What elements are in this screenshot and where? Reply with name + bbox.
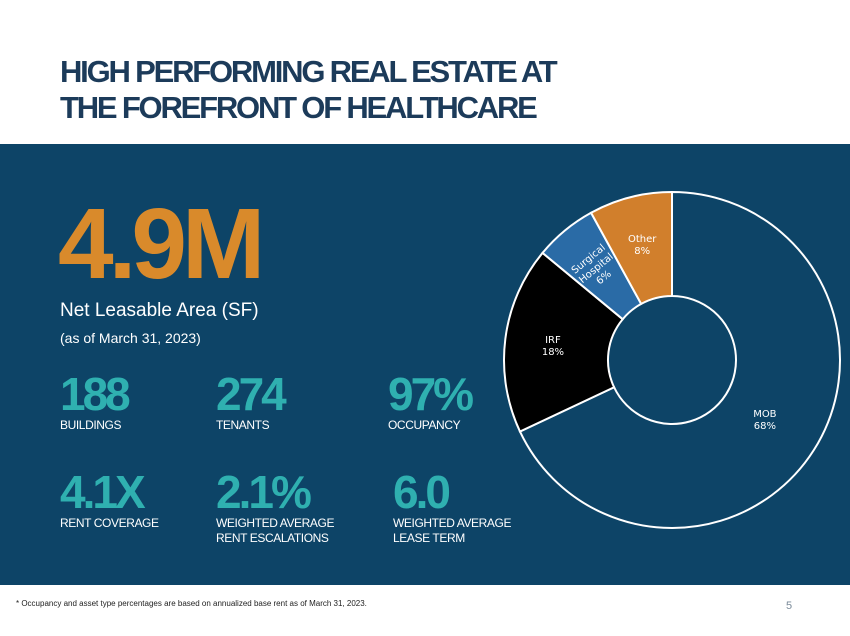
- stat-label: OCCUPANCY: [388, 418, 461, 432]
- slice-mob: [518, 190, 841, 529]
- footnote: * Occupancy and asset type percentages a…: [16, 599, 367, 608]
- slice-other: [589, 190, 673, 306]
- page-title: HIGH PERFORMING REAL ESTATE AT THE FOREF…: [60, 54, 558, 126]
- stat-value: 4.1X: [60, 466, 146, 518]
- stat-label: TENANTS: [216, 418, 270, 432]
- stat-value: 274: [216, 368, 287, 420]
- stat-value: 2.1%: [216, 466, 312, 518]
- stat-rent-coverage: 4.1X RENT COVERAGE: [60, 468, 159, 531]
- slice-label-other: Other 8%: [628, 234, 657, 257]
- stat-label: WEIGHTED AVERAGE LEASE TERM: [393, 516, 512, 545]
- stat-label: BUILDINGS: [60, 418, 122, 432]
- stat-label: WEIGHTED AVERAGE RENT ESCALATIONS: [216, 516, 335, 545]
- stat-value: 97%: [388, 368, 474, 420]
- slice-label-irf: IRF 18%: [542, 335, 564, 358]
- page-number: 5: [786, 600, 793, 612]
- stat-label: RENT COVERAGE: [60, 516, 159, 530]
- slice-irf: [503, 251, 625, 433]
- stat-value: 188: [60, 368, 131, 420]
- headline-as-of: (as of March 31, 2023): [60, 330, 201, 346]
- stat-tenants: 274 TENANTS: [216, 368, 287, 433]
- title-line-1: HIGH PERFORMING REAL ESTATE AT: [60, 54, 558, 89]
- stat-value: 6.0: [393, 466, 451, 518]
- title-line-2: THE FOREFRONT OF HEALTHCARE: [60, 90, 538, 125]
- stat-buildings: 188 BUILDINGS: [60, 368, 131, 433]
- headline-value: 4.9M: [58, 188, 265, 300]
- stat-rent-escalations: 2.1% WEIGHTED AVERAGE RENT ESCALATIONS: [216, 468, 334, 546]
- slice-label-mob: MOB 68%: [753, 409, 776, 432]
- stat-occupancy: 97% OCCUPANCY: [388, 368, 474, 433]
- headline-label: Net Leasable Area (SF): [60, 300, 259, 321]
- stat-lease-term: 6.0 WEIGHTED AVERAGE LEASE TERM: [393, 468, 511, 546]
